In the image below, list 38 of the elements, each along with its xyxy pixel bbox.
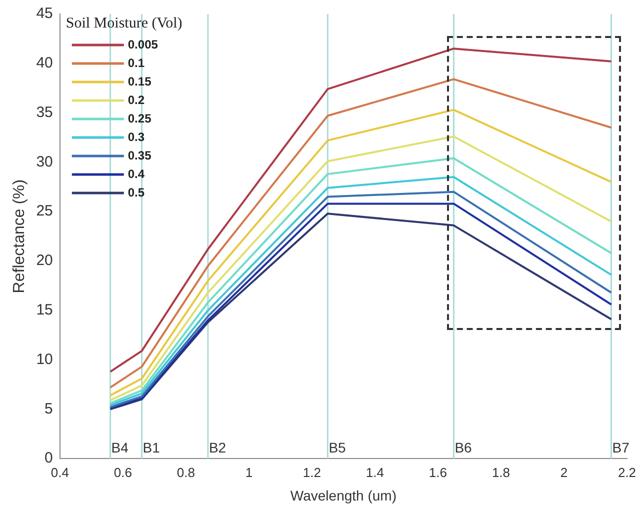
y-tick-label: 35 <box>36 104 53 121</box>
ref-line-label: B1 <box>142 439 160 456</box>
ref-line-label: B6 <box>454 439 472 456</box>
legend-label: 0.4 <box>128 166 145 181</box>
x-tick-label: 2.2 <box>618 464 636 480</box>
x-axis-title: Wavelength (um) <box>290 487 396 504</box>
ref-line-label: B7 <box>612 439 630 456</box>
x-tick-label: 0.6 <box>114 464 132 480</box>
x-tick-label: 0.4 <box>50 464 69 480</box>
legend-label: 0.35 <box>128 148 152 162</box>
x-tick-label: 1.6 <box>428 464 447 480</box>
y-tick-label: 20 <box>36 252 53 270</box>
x-tick-label: 0.8 <box>176 464 195 480</box>
x-tick-label: 1.2 <box>302 464 321 480</box>
y-tick-label: 40 <box>36 54 53 72</box>
y-tick-label: 30 <box>36 153 53 170</box>
legend-label: 0.15 <box>128 74 152 88</box>
ref-line-label: B2 <box>208 439 226 456</box>
y-tick-label: 45 <box>36 5 53 22</box>
x-tick-label: 2 <box>560 464 568 480</box>
legend-label: 0.25 <box>128 111 152 126</box>
x-tick-label: 1.4 <box>366 464 384 480</box>
legend-title: Soil Moisture (Vol) <box>66 15 182 32</box>
y-tick-label: 5 <box>44 400 53 418</box>
y-tick-label: 10 <box>36 350 53 368</box>
x-tick-label: 1.8 <box>492 464 510 480</box>
ref-line-label: B4 <box>111 439 129 456</box>
legend-label: 0.5 <box>128 185 145 200</box>
x-tick-label: 1 <box>245 464 253 480</box>
legend-label: 0.005 <box>128 37 158 52</box>
y-axis-title: Reflectance (%) <box>11 179 28 294</box>
y-tick-label: 25 <box>36 202 53 220</box>
legend-label: 0.1 <box>128 56 145 70</box>
ref-line-label: B5 <box>328 439 346 456</box>
y-tick-label: 15 <box>36 302 53 319</box>
legend-label: 0.3 <box>128 130 145 144</box>
legend-label: 0.2 <box>128 92 145 107</box>
y-tick-label: 0 <box>44 450 53 467</box>
